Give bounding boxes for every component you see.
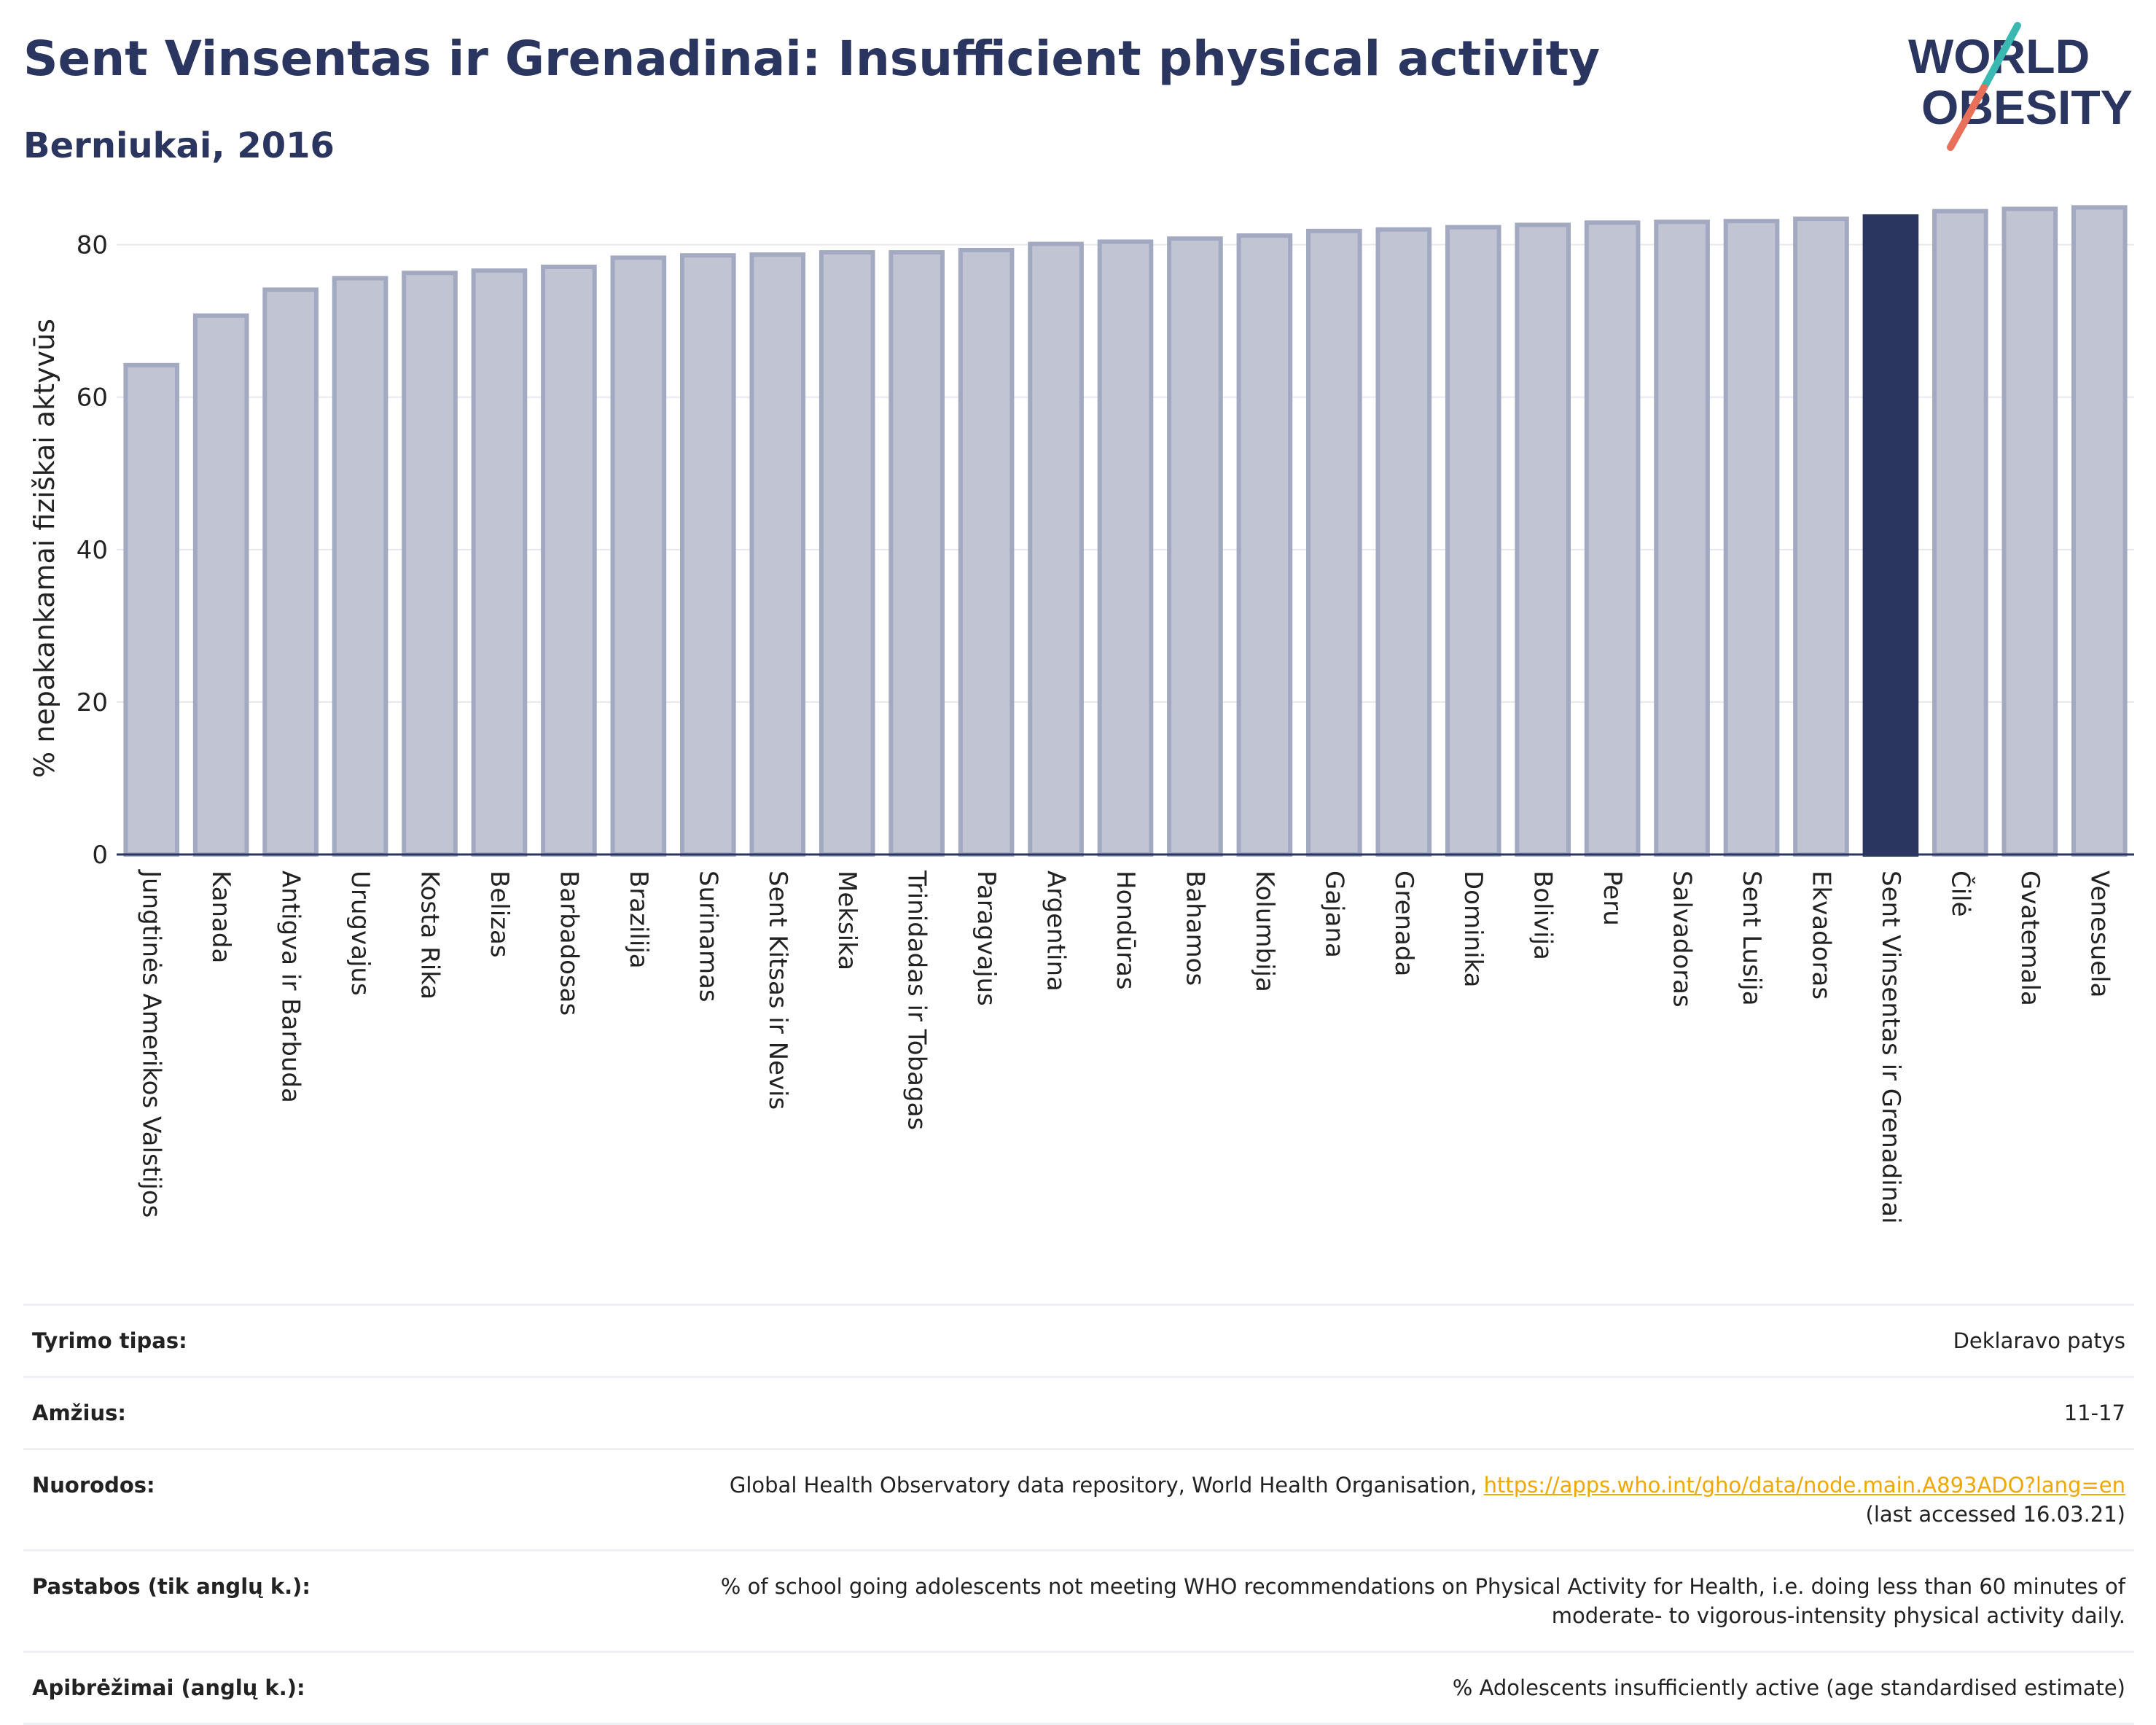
x-tick-label: Peru (1598, 871, 1627, 926)
x-tick-label: Argentina (1042, 871, 1071, 992)
bar (679, 253, 736, 857)
meta-row: Tyrimo tipas: Deklaravo patys (23, 1304, 2134, 1376)
bar (1793, 217, 1849, 857)
reference-link[interactable]: https://apps.who.int/gho/data/node.main.… (1483, 1473, 2125, 1498)
x-tick-label: Bolivija (1528, 871, 1558, 960)
x-tick-label: Grenada (1389, 871, 1418, 976)
meta-label: Amžius: (32, 1401, 126, 1425)
bar (1584, 220, 1641, 857)
bar (888, 250, 945, 857)
x-tick-label: Ekvadoras (1806, 871, 1835, 1000)
y-axis-title: % nepakankamai fiziškai aktyvūs (28, 319, 60, 778)
x-tick-label: Sent Vinsentas ir Grenadinai (1876, 871, 1905, 1224)
bar (1167, 236, 1223, 857)
meta-value: Deklaravo patys (1953, 1326, 2125, 1355)
meta-value-text: % Adolescents insufficiently active (age… (1452, 1675, 2125, 1700)
logo-slash-coral (1947, 84, 1988, 151)
x-tick-label: Antigva ir Barbuda (276, 871, 305, 1103)
x-tick-label: Surinamas (693, 871, 722, 1002)
bar (332, 276, 388, 857)
x-tick-label: Jungtinės Amerikos Valstijos (137, 869, 166, 1218)
bar (262, 287, 319, 857)
x-tick-label: Gajana (1319, 871, 1348, 958)
bar (1862, 214, 1919, 857)
meta-value-text-2: (last accessed 16.03.21) (1865, 1502, 2125, 1527)
bar (402, 270, 458, 857)
meta-row: Amžius: 11-17 (23, 1376, 2134, 1448)
bar (123, 362, 180, 857)
x-tick-label: Gvatemala (2015, 871, 2044, 1006)
x-tick-label: Urugvajus (345, 871, 375, 996)
x-tick-label: Barbadosas (554, 871, 583, 1016)
world-obesity-logo: WORLD OBESITY (1908, 22, 2133, 151)
bar (2001, 206, 2058, 857)
bar (1375, 227, 1432, 857)
bar (610, 255, 667, 857)
bar (1306, 228, 1362, 857)
bar-chart: 0 20 40 60 80 % nepakankamai fiziškai aktyvūs… (28, 205, 2134, 1224)
meta-label: Tyrimo tipas: (32, 1328, 187, 1353)
x-tick-label: Meksika (832, 871, 862, 970)
meta-value: Global Health Observatory data repositor… (730, 1471, 2125, 1529)
x-tick-label: Kosta Rika (415, 871, 445, 1000)
meta-label: Apibrėžimai (anglų k.): (32, 1675, 305, 1700)
meta-value: % of school going adolescents not meetin… (721, 1572, 2125, 1630)
metadata-table: Tyrimo tipas: Deklaravo patys Amžius: 11-17… (23, 1304, 2134, 1725)
bar (471, 268, 528, 857)
meta-row: Nuorodos: Global Health Observatory data … (23, 1448, 2134, 1549)
logo-line2: OBESITY (1921, 80, 2133, 134)
meta-row: Pastabos (tik anglų k.): % of school goin… (23, 1549, 2134, 1651)
bar (958, 247, 1015, 857)
bar (1723, 219, 1780, 857)
meta-value: 11-17 (2064, 1398, 2125, 1428)
meta-value-text: Global Health Observatory data repositor… (729, 1473, 1484, 1498)
x-tick-label: Belizas (485, 871, 514, 958)
bar (1515, 222, 1571, 857)
y-tick-label: 80 (77, 231, 108, 260)
x-tick-label: Kolumbija (1250, 871, 1279, 992)
bar (2071, 205, 2128, 857)
x-tick-label: Venesuela (2085, 871, 2114, 997)
x-tick-label: Brazilija (624, 871, 653, 969)
meta-value-text-2: moderate- to vigorous-intensity physical… (1551, 1603, 2125, 1628)
bar (541, 264, 597, 857)
meta-label: Pastabos (tik anglų k.): (32, 1574, 311, 1599)
meta-value-text: % of school going adolescents not meetin… (720, 1574, 2125, 1599)
bar (192, 313, 249, 857)
x-tick-label: Sent Lusija (1737, 871, 1766, 1006)
x-tick-label: Hondūras (1111, 871, 1140, 990)
x-tick-label: Kanada (206, 871, 235, 963)
meta-label: Nuorodos: (32, 1473, 155, 1498)
bar (819, 250, 875, 857)
bar (1028, 241, 1084, 857)
bar (1932, 209, 1988, 857)
meta-value: % Adolescents insufficiently active (age… (1453, 1673, 2125, 1702)
y-tick-label: 60 (77, 383, 108, 413)
bar (1654, 219, 1710, 857)
bar (1097, 239, 1154, 857)
bar (749, 252, 806, 857)
x-tick-label: Paragvajus (972, 871, 1001, 1006)
y-tick-label: 40 (77, 536, 108, 565)
x-tick-label: Sent Kitsas ir Nevis (763, 871, 792, 1110)
bar (1445, 225, 1501, 857)
y-tick-label: 0 (92, 841, 108, 870)
meta-value-text: Deklaravo patys (1953, 1328, 2125, 1353)
page-title: Sent Vinsentas ir Grenadinai: Insufficie… (23, 31, 1601, 87)
bar (1236, 233, 1293, 857)
y-tick-label: 20 (77, 688, 108, 717)
meta-row: Apibrėžimai (anglų k.): % Adolescents ins… (23, 1651, 2134, 1725)
x-tick-label: Salvadoras (1668, 871, 1697, 1008)
x-tick-label: Trinidadas ir Tobagas (902, 870, 931, 1130)
x-tick-label: Dominika (1458, 871, 1488, 987)
x-tick-label: Čilė (1945, 871, 1975, 917)
meta-value-text: 11-17 (2063, 1401, 2125, 1425)
logo-slash-teal (1980, 22, 2021, 91)
x-tick-label: Bahamos (1180, 871, 1209, 986)
page-subtitle: Berniukai, 2016 (23, 125, 335, 166)
